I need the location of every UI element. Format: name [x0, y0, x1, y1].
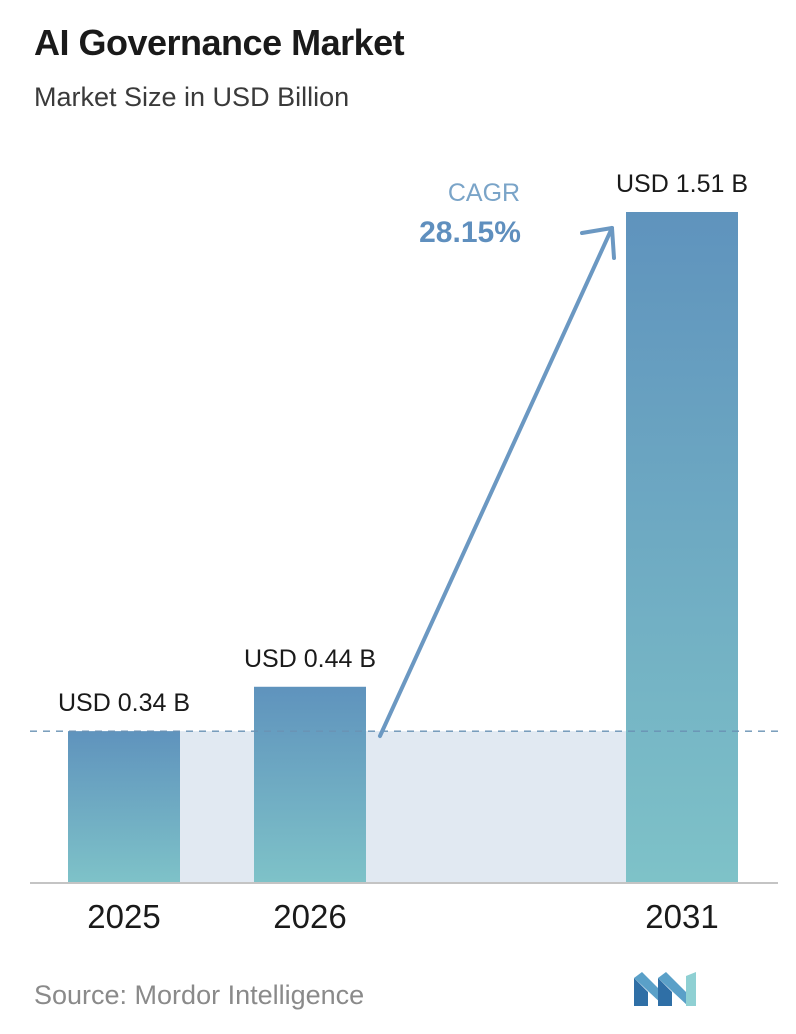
chart-subtitle: Market Size in USD Billion: [34, 82, 350, 112]
data-label-2026: USD 0.44 B: [244, 645, 376, 673]
bar-2025: [68, 731, 180, 882]
cagr-arrow: [378, 226, 614, 738]
bars: [68, 212, 738, 882]
source-note: Source: Mordor Intelligence: [34, 980, 365, 1010]
band-0: [180, 731, 254, 882]
data-label-2031: USD 1.51 B: [616, 170, 748, 198]
x-tick-2026: 2026: [273, 898, 346, 935]
bar-2031: [626, 212, 738, 882]
cagr-label: CAGR: [448, 179, 520, 207]
x-tick-2031: 2031: [645, 898, 718, 935]
cagr-value: 28.15%: [419, 216, 521, 249]
x-tick-2025: 2025: [87, 898, 160, 935]
x-axis-tick-labels: 2025 2026 2031: [87, 898, 718, 935]
cagr-annotation: CAGR 28.15%: [378, 179, 616, 738]
chart-title: AI Governance Market: [34, 22, 405, 63]
bar-2026: [254, 686, 366, 882]
data-labels: USD 0.34 B USD 0.44 B USD 1.51 B: [58, 170, 748, 717]
comparison-bands: [180, 731, 626, 882]
cagr-arrow-head: [580, 226, 616, 260]
band-1: [366, 731, 626, 882]
mordor-intelligence-logo: [634, 972, 696, 1006]
data-label-2025: USD 0.34 B: [58, 689, 190, 717]
